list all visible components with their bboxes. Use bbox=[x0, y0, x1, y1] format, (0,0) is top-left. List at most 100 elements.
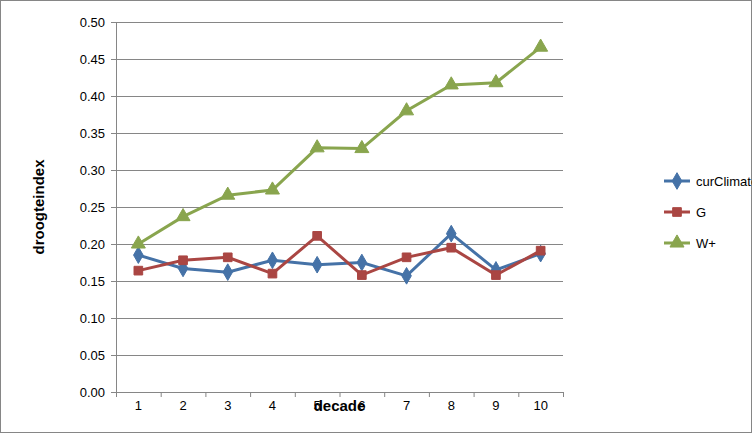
series-marker bbox=[134, 266, 143, 275]
y-tick-label: 0.25 bbox=[80, 200, 105, 215]
grid-line bbox=[116, 318, 563, 319]
series-marker bbox=[489, 75, 503, 87]
y-tick-mark bbox=[111, 207, 116, 208]
series-marker bbox=[358, 271, 367, 280]
x-boundary-tick bbox=[161, 392, 162, 397]
series-marker bbox=[402, 267, 412, 284]
y-tick-label: 0.15 bbox=[80, 274, 105, 289]
y-tick-label: 0.10 bbox=[80, 311, 105, 326]
y-tick: 0.10 bbox=[80, 311, 116, 326]
y-tick-label: 0.40 bbox=[80, 89, 105, 104]
grid-line bbox=[116, 22, 563, 23]
x-tick: 4 bbox=[269, 392, 276, 413]
y-tick: 0.25 bbox=[80, 200, 116, 215]
y-tick-mark bbox=[111, 392, 116, 393]
x-boundary-tick bbox=[518, 392, 519, 397]
legend-label: curClimate bbox=[696, 174, 752, 189]
x-boundary-tick bbox=[205, 392, 206, 397]
y-axis: 0.000.050.100.150.200.250.300.350.400.45… bbox=[80, 15, 117, 400]
y-tick-label: 0.05 bbox=[80, 348, 105, 363]
y-tick: 0.40 bbox=[80, 89, 116, 104]
y-tick: 0.20 bbox=[80, 237, 116, 252]
y-tick-label: 0.20 bbox=[80, 237, 105, 252]
series-marker bbox=[268, 252, 278, 269]
y-tick-mark bbox=[111, 244, 116, 245]
x-axis-title: decade bbox=[314, 397, 366, 414]
series-marker bbox=[312, 256, 322, 273]
series-marker bbox=[223, 253, 232, 262]
x-tick: 1 bbox=[135, 392, 142, 413]
series-marker bbox=[355, 140, 369, 152]
series-marker bbox=[534, 39, 548, 51]
y-tick: 0.00 bbox=[80, 385, 116, 400]
series-marker bbox=[536, 246, 545, 255]
y-axis-line bbox=[116, 23, 117, 393]
x-boundary-tick bbox=[384, 392, 385, 397]
grid-line bbox=[116, 96, 563, 97]
legend-marker bbox=[673, 208, 682, 217]
series-marker bbox=[536, 245, 546, 262]
y-tick-label: 0.00 bbox=[80, 385, 105, 400]
series-marker bbox=[400, 103, 414, 115]
grid-line bbox=[116, 244, 563, 245]
grid bbox=[116, 23, 563, 393]
x-tick-label: 1 bbox=[135, 398, 142, 413]
legend-marker bbox=[670, 235, 684, 247]
chart-frame bbox=[1, 1, 752, 433]
x-boundary-tick bbox=[429, 392, 430, 397]
series-marker bbox=[131, 236, 145, 248]
series-marker bbox=[444, 77, 458, 89]
legend-label: G bbox=[696, 205, 706, 220]
grid-line bbox=[116, 281, 563, 282]
x-tick: 9 bbox=[492, 392, 499, 413]
x-tick-label: 9 bbox=[492, 398, 499, 413]
x-tick-label: 10 bbox=[533, 398, 547, 413]
legend-item: W+ bbox=[664, 235, 716, 251]
y-tick-mark bbox=[111, 281, 116, 282]
series-marker bbox=[223, 264, 233, 281]
y-axis-title: droogteindex bbox=[30, 159, 47, 255]
series-marker bbox=[265, 182, 279, 194]
series-marker bbox=[134, 247, 144, 264]
y-tick: 0.50 bbox=[80, 15, 116, 30]
y-tick-mark bbox=[111, 96, 116, 97]
x-tick: 8 bbox=[448, 392, 455, 413]
y-tick-mark bbox=[111, 318, 116, 319]
series-marker bbox=[447, 243, 456, 252]
series-marker bbox=[268, 269, 277, 278]
grid-line bbox=[116, 355, 563, 356]
legend-marker bbox=[672, 173, 682, 190]
y-tick-label: 0.30 bbox=[80, 163, 105, 178]
y-tick-mark bbox=[111, 355, 116, 356]
x-tick-label: 7 bbox=[403, 398, 410, 413]
series-marker bbox=[357, 254, 367, 271]
x-tick: 2 bbox=[179, 392, 186, 413]
series-marker bbox=[221, 187, 235, 199]
y-tick-mark bbox=[111, 59, 116, 60]
y-tick-mark bbox=[111, 22, 116, 23]
series-marker bbox=[492, 271, 501, 280]
legend-item: G bbox=[664, 205, 706, 220]
grid-line bbox=[116, 133, 563, 134]
series-marker bbox=[402, 253, 411, 262]
y-tick-mark bbox=[111, 170, 116, 171]
x-axis: 12345678910 bbox=[117, 392, 564, 413]
series-marker bbox=[310, 140, 324, 152]
legend-label: W+ bbox=[696, 236, 716, 251]
legend: curClimate G W+ bbox=[664, 173, 752, 251]
x-tick: 3 bbox=[224, 392, 231, 413]
y-tick: 0.05 bbox=[80, 348, 116, 363]
series-line bbox=[138, 234, 540, 276]
x-boundary-tick bbox=[295, 392, 296, 397]
series-marker bbox=[179, 256, 188, 265]
x-tick: 10 bbox=[533, 392, 547, 413]
series-marker bbox=[446, 225, 456, 242]
grid-line bbox=[116, 59, 563, 60]
y-tick-label: 0.35 bbox=[80, 126, 105, 141]
legend-item: curClimate bbox=[664, 173, 752, 190]
x-tick: 7 bbox=[403, 392, 410, 413]
x-boundary-tick bbox=[563, 392, 564, 397]
series-line bbox=[138, 236, 540, 275]
x-tick-label: 4 bbox=[269, 398, 276, 413]
plot-area bbox=[131, 39, 547, 284]
